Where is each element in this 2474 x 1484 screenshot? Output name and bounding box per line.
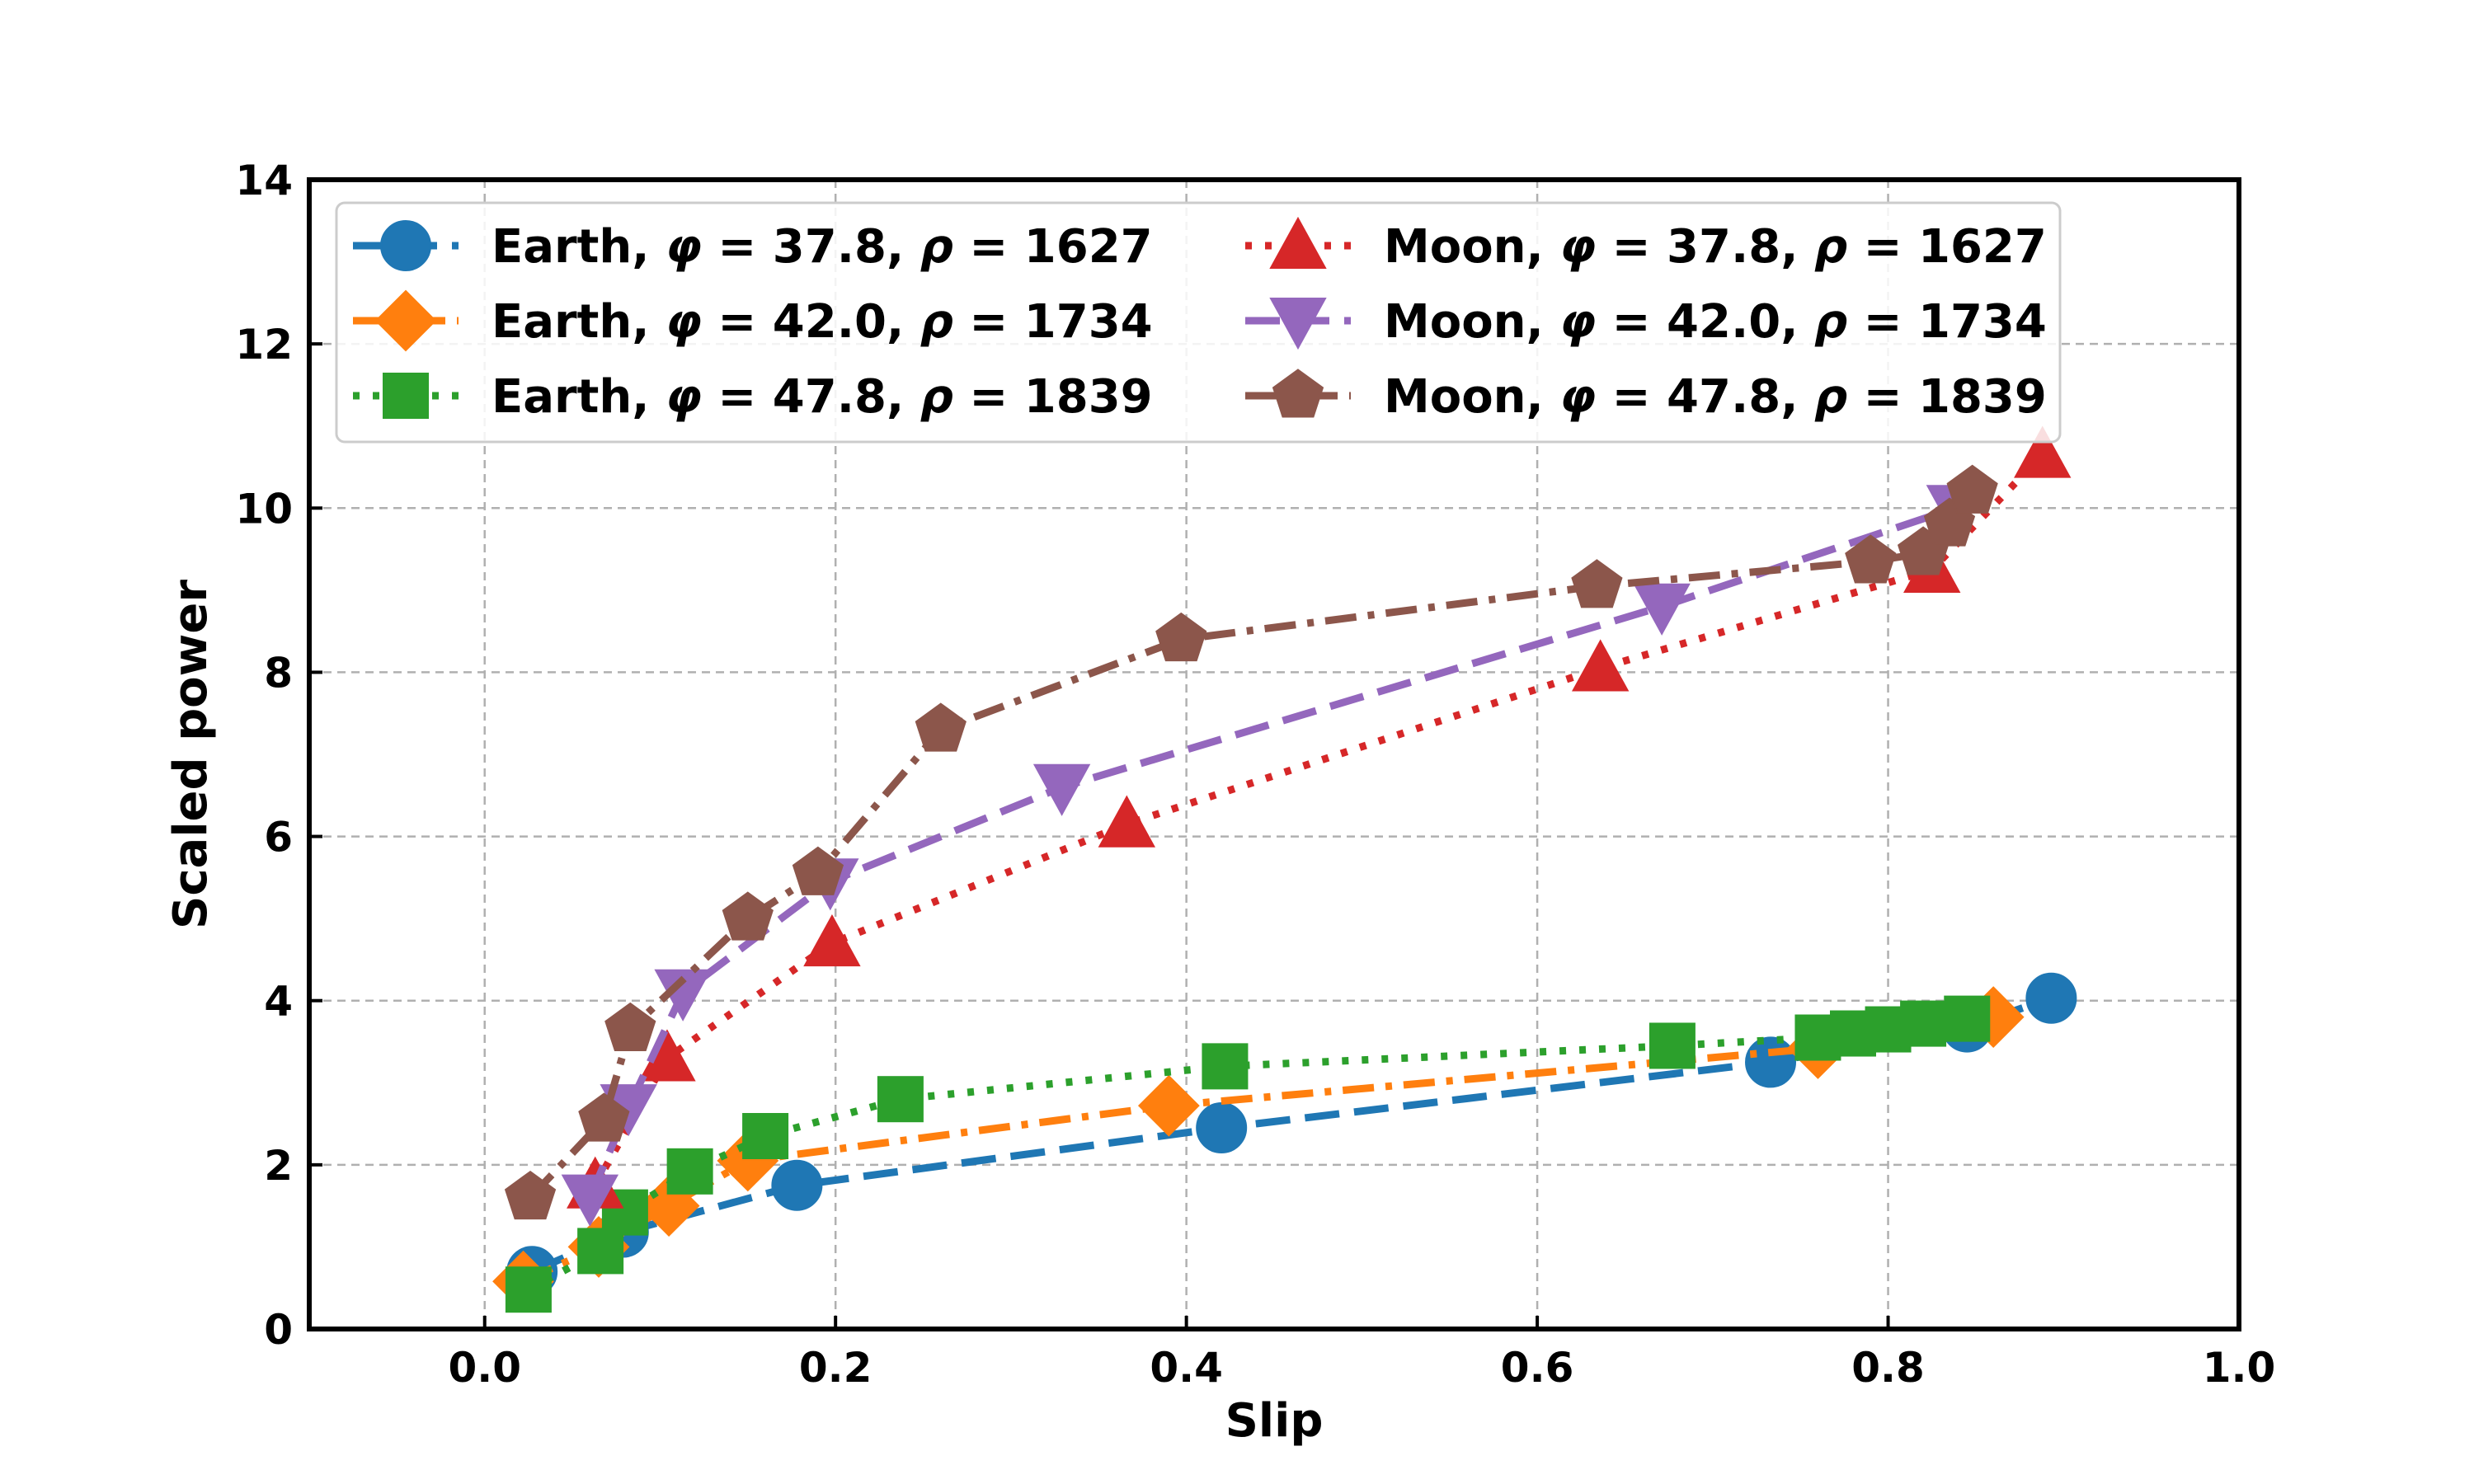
data-point: [877, 1076, 924, 1123]
series-3: [505, 995, 1991, 1313]
legend: Earth, φ = 37.8, ρ = 1627 Earth, φ = 42.0…: [335, 201, 2062, 444]
data-point: [577, 1228, 624, 1275]
legend-label: Earth, φ = 42.0, ρ = 1734: [492, 295, 1153, 349]
legend-marker: [1272, 369, 1324, 418]
data-point: [1571, 559, 1623, 608]
legend-label: Moon, φ = 37.8, ρ = 1627: [1384, 220, 2047, 274]
y-tick-label: 8: [264, 649, 293, 697]
legend-marker: [1269, 216, 1327, 270]
legend-entry: Moon, φ = 37.8, ρ = 1627: [1245, 216, 2047, 274]
data-point: [578, 1092, 630, 1142]
series-layer: [492, 425, 2077, 1313]
legend-marker: [380, 220, 431, 271]
legend-label: Moon, φ = 42.0, ρ = 1734: [1384, 295, 2047, 349]
data-point: [1944, 995, 1991, 1042]
y-tick-label: 14: [235, 157, 293, 204]
x-axis-label: Slip: [1225, 1394, 1324, 1448]
x-tick-label: 0.6: [1501, 1344, 1574, 1392]
legend-label: Moon, φ = 47.8, ρ = 1839: [1384, 370, 2047, 424]
data-point: [1202, 1043, 1249, 1090]
legend-entry: Earth, φ = 42.0, ρ = 1734: [353, 289, 1153, 352]
data-point: [666, 1148, 713, 1195]
x-tick-label: 0.0: [448, 1344, 521, 1392]
x-tick-label: 0.4: [1150, 1344, 1223, 1392]
data-point: [803, 913, 861, 967]
y-tick-label: 2: [264, 1142, 293, 1190]
data-point: [1745, 1036, 1797, 1088]
legend-frame: [335, 201, 2062, 444]
x-tick-label: 0.8: [1851, 1344, 1925, 1392]
legend-label: Earth, φ = 47.8, ρ = 1839: [492, 370, 1153, 424]
y-axis-label: Scaled power: [164, 580, 218, 929]
data-point: [2014, 425, 2072, 478]
legend-entry: Moon, φ = 47.8, ρ = 1839: [1245, 369, 2047, 424]
data-point: [1633, 583, 1691, 636]
y-tick-label: 10: [235, 485, 293, 533]
data-point: [722, 891, 774, 941]
data-point: [1155, 612, 1207, 662]
x-tick-label: 0.2: [799, 1344, 872, 1392]
legend-marker: [1269, 297, 1327, 350]
data-point: [505, 1266, 552, 1313]
y-tick-label: 12: [235, 321, 293, 369]
legend-marker: [383, 373, 429, 419]
y-tick-label: 4: [264, 978, 293, 1026]
legend-label: Earth, φ = 37.8, ρ = 1627: [492, 220, 1153, 274]
x-tick-label: 1.0: [2203, 1344, 2276, 1392]
data-point: [604, 1002, 656, 1052]
legend-entry: Earth, φ = 37.8, ρ = 1627: [353, 220, 1153, 274]
series-6: [504, 464, 1998, 1220]
data-point: [1032, 763, 1091, 816]
data-point: [1900, 1000, 1947, 1047]
legend-entry: Earth, φ = 47.8, ρ = 1839: [353, 370, 1153, 424]
data-point: [1946, 464, 1998, 514]
data-point: [1196, 1102, 1248, 1154]
legend-marker: [374, 289, 437, 352]
data-point: [2025, 972, 2077, 1024]
ticks: 0.0 0.2 0.4 0.6 0.8 1.0 0 2 4 6 8 10 12 14: [235, 157, 2275, 1392]
data-point: [1098, 795, 1155, 848]
legend-entry: Moon, φ = 42.0, ρ = 1734: [1245, 295, 2047, 350]
data-point: [792, 846, 844, 895]
data-point: [1845, 534, 1897, 584]
data-point: [1649, 1022, 1696, 1069]
data-point: [742, 1113, 789, 1160]
data-point: [915, 702, 967, 752]
y-tick-label: 6: [264, 814, 293, 862]
plot-frame: [307, 177, 2241, 1331]
y-tick-label: 0: [264, 1306, 293, 1354]
data-point: [1137, 1074, 1200, 1137]
data-point: [561, 1174, 619, 1227]
data-point: [771, 1159, 823, 1211]
data-point: [504, 1170, 557, 1220]
data-point: [1571, 639, 1630, 692]
